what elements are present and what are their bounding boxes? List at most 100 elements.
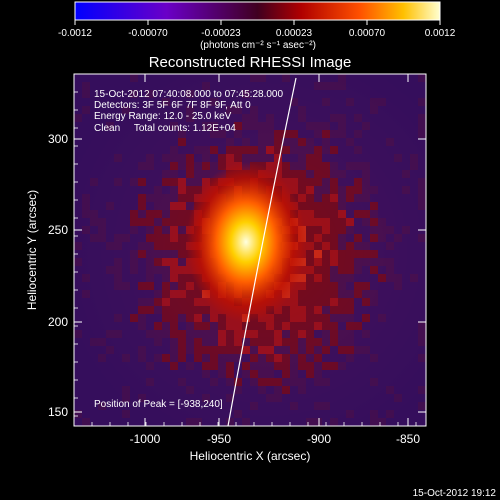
image-pixel [250,130,258,138]
image-pixel [178,234,186,242]
image-pixel [306,98,314,106]
image-pixel [90,354,98,362]
image-pixel [274,330,282,338]
image-pixel [234,362,242,370]
image-pixel [290,346,298,354]
image-pixel [274,362,282,370]
image-pixel [170,194,178,202]
image-pixel [138,154,146,162]
image-pixel [386,314,394,322]
image-pixel [170,322,178,330]
image-pixel [138,418,146,426]
image-pixel [394,394,402,402]
image-pixel [306,322,314,330]
image-pixel [210,130,218,138]
image-pixel [402,194,410,202]
image-pixel [314,194,322,202]
image-pixel [106,98,114,106]
image-pixel [210,370,218,378]
image-pixel [98,146,106,154]
image-pixel [178,386,186,394]
image-pixel [322,250,330,258]
image-pixel [154,258,162,266]
image-pixel [370,418,378,426]
image-pixel [202,146,210,154]
image-pixel [378,258,386,266]
image-pixel [178,170,186,178]
image-pixel [130,194,138,202]
image-pixel [346,402,354,410]
image-pixel [386,370,394,378]
image-pixel [170,378,178,386]
image-pixel [290,138,298,146]
image-pixel [274,74,282,82]
image-pixel [114,282,122,290]
image-pixel [170,114,178,122]
image-pixel [82,306,90,314]
image-pixel [130,330,138,338]
image-pixel [242,98,250,106]
image-pixel [90,122,98,130]
image-pixel [194,98,202,106]
image-pixel [338,298,346,306]
image-pixel [138,346,146,354]
image-pixel [346,306,354,314]
image-pixel [266,370,274,378]
image-pixel [370,130,378,138]
image-pixel [386,386,394,394]
image-pixel [298,106,306,114]
image-pixel [394,402,402,410]
image-pixel [378,354,386,362]
image-pixel [154,226,162,234]
image-pixel [186,394,194,402]
image-pixel [90,154,98,162]
image-pixel [394,306,402,314]
image-pixel [378,346,386,354]
image-pixel [226,154,234,162]
image-pixel [210,162,218,170]
image-pixel [330,194,338,202]
image-pixel [194,138,202,146]
image-pixel [106,394,114,402]
image-pixel [378,194,386,202]
image-pixel [370,210,378,218]
image-pixel [298,314,306,322]
image-pixel [74,418,82,426]
image-pixel [130,386,138,394]
image-pixel [418,258,426,266]
image-pixel [338,82,346,90]
image-pixel [306,162,314,170]
image-pixel [74,138,82,146]
image-pixel [362,322,370,330]
image-pixel [202,114,210,122]
image-pixel [106,306,114,314]
image-pixel [378,418,386,426]
image-pixel [314,274,322,282]
image-pixel [186,130,194,138]
image-pixel [330,266,338,274]
image-pixel [130,154,138,162]
image-pixel [218,98,226,106]
image-pixel [74,82,82,90]
image-pixel [258,354,266,362]
image-pixel [394,122,402,130]
image-pixel [130,162,138,170]
image-pixel [346,194,354,202]
image-pixel [178,114,186,122]
image-pixel [122,402,130,410]
image-pixel [170,274,178,282]
image-pixel [202,106,210,114]
image-pixel [154,394,162,402]
image-pixel [322,154,330,162]
image-pixel [394,386,402,394]
image-pixel [170,338,178,346]
image-pixel [394,346,402,354]
x-tick-label: -950 [207,432,231,446]
image-pixel [402,258,410,266]
image-pixel [234,122,242,130]
image-pixel [194,362,202,370]
image-pixel [202,394,210,402]
image-pixel [82,378,90,386]
image-pixel [274,146,282,154]
image-pixel [122,418,130,426]
